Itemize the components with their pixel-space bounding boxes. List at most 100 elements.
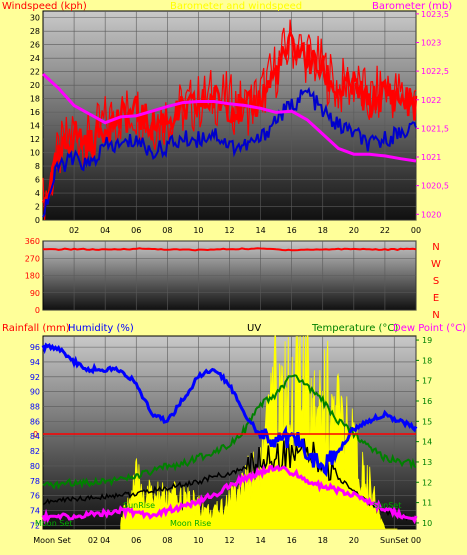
compass-label: S <box>433 276 439 287</box>
windspeed-tick-label: 12 <box>30 135 40 144</box>
compass-label: E <box>433 293 439 304</box>
temperature-tick-label: 11 <box>422 499 432 508</box>
humidity-tick-label: 90 <box>30 388 40 397</box>
humidity-tick-label: 86 <box>30 417 40 426</box>
rain-x-tick-label: 00 <box>411 536 421 545</box>
rain-x-tick-label: 04 <box>100 536 110 545</box>
rain-x-tick-label: 02 <box>88 536 98 545</box>
temperature-tick-label: 10 <box>422 519 432 528</box>
rain-x-tick-label: 14 <box>255 536 265 545</box>
wind-x-tick-label: 10 <box>193 226 203 235</box>
windspeed-tick-label: 30 <box>30 14 40 23</box>
wind-average-line <box>42 86 417 218</box>
barometer-tick-label: 1023,5 <box>421 10 449 19</box>
wind-gust-series <box>41 19 418 221</box>
windspeed-tick-label: 20 <box>30 81 40 90</box>
direction-tick-label: 90 <box>30 289 40 298</box>
rain-x-tick-label: 16 <box>287 536 297 545</box>
humidity-tick-label: 88 <box>30 403 40 412</box>
temperature-tick-label: 18 <box>422 356 432 365</box>
rain-zero-label: 0 <box>33 430 38 439</box>
wind-x-tick-label: 08 <box>162 226 172 235</box>
humidity-tick-label: 78 <box>30 477 40 486</box>
wind-x-tick-label: 18 <box>318 226 328 235</box>
wind-direction-line <box>42 247 417 252</box>
temperature-line <box>42 374 417 490</box>
rain-x-tick-label: 20 <box>349 536 359 545</box>
windspeed-tick-label: 14 <box>30 122 40 131</box>
sun-set-annotation: SunSet <box>373 501 401 510</box>
direction-tick-label: 180 <box>25 272 40 281</box>
humidity-tick-label: 80 <box>30 462 40 471</box>
compass-label: N <box>432 242 439 253</box>
barometer-tick-label: 1020,5 <box>421 182 449 191</box>
barometer-tick-label: 1022 <box>421 96 441 105</box>
temperature-tick-label: 14 <box>422 438 432 447</box>
wind-x-tick-label: 12 <box>224 226 234 235</box>
rainfall-axis-label: Rainfall (mm) <box>2 323 70 334</box>
temperature-tick-label: 12 <box>422 478 432 487</box>
humidity-axis-label: Humidity (%) <box>68 323 134 334</box>
temperature-axis-label: Temperature (°C) <box>311 323 398 334</box>
uv-temperature-line <box>41 464 418 525</box>
barometer-tick-label: 1022,5 <box>421 67 449 76</box>
humidity-tick-label: 74 <box>30 506 40 515</box>
barometer-tick-label: 1023 <box>421 38 441 47</box>
wind-x-tick-label: 16 <box>287 226 297 235</box>
humidity-tick-label: 96 <box>30 343 40 352</box>
dew-point-line <box>42 438 417 521</box>
uv-area <box>120 335 398 530</box>
windspeed-tick-label: 18 <box>30 95 40 104</box>
humidity-tick-label: 76 <box>30 492 40 501</box>
windspeed-tick-label: 10 <box>30 149 40 158</box>
dew-point-axis-label: Dew Point (°C) <box>393 323 466 334</box>
windspeed-tick-label: 6 <box>35 176 40 185</box>
windspeed-tick-label: 28 <box>30 27 40 36</box>
wind-gust-line <box>42 19 417 221</box>
humidity-line <box>41 342 418 478</box>
windspeed-tick-label: 8 <box>35 162 40 171</box>
rain-x-tick-label: 08 <box>162 536 172 545</box>
rain-x-tick-label: 06 <box>131 536 141 545</box>
rain-x-tick-label: 18 <box>318 536 328 545</box>
rain-x-tick-label: Moon Set <box>33 536 70 545</box>
rain-panel-ticks: 72 74 76 78 80 82 84 86 88 90 92 94 96 10 11 12 13 14 15 16… <box>30 336 432 545</box>
rain-x-tick-label: SunSet <box>380 536 408 545</box>
sun-rise-annotation: SunRise <box>123 501 155 510</box>
wind-panel-ticks: 02468101214161820222426283010201020,5102… <box>30 10 449 235</box>
windspeed-tick-label: 2 <box>35 203 40 212</box>
wind-x-tick-label: 04 <box>100 226 110 235</box>
windspeed-tick-label: 22 <box>30 68 40 77</box>
wind-x-tick-label: 22 <box>380 226 390 235</box>
windspeed-tick-label: 26 <box>30 41 40 50</box>
direction-tick-label: 270 <box>25 254 40 263</box>
windspeed-tick-label: 16 <box>30 108 40 117</box>
direction-tick-label: 0 <box>35 306 40 315</box>
barometer-axis-label: Barometer (mb) <box>372 1 452 12</box>
windspeed-tick-label: 4 <box>35 189 40 198</box>
temperature-tick-label: 19 <box>422 336 432 345</box>
moon-rise-annotation: Moon Rise <box>170 519 211 528</box>
humidity-tick-label: 72 <box>30 521 40 530</box>
windspeed-tick-label: 24 <box>30 54 40 63</box>
humidity-tick-label: 84 <box>30 432 40 441</box>
wind-gust-band <box>41 29 418 206</box>
rain-x-tick-label: 10 <box>193 536 203 545</box>
temperature-tick-label: 17 <box>422 377 432 386</box>
wind-center-label: Barometer and windspeed <box>170 1 302 12</box>
direction-tick-label: 360 <box>25 237 40 246</box>
rain-x-tick-label: 12 <box>224 536 234 545</box>
uv-axis-label: UV <box>247 323 261 334</box>
humidity-tick-label: 94 <box>30 358 40 367</box>
moon-set-annotation: Moon Set <box>35 519 72 528</box>
direction-panel-grid <box>43 240 417 311</box>
barometer-tick-label: 1020 <box>421 210 441 219</box>
compass-label: N <box>432 310 439 321</box>
wind-x-tick-label: 06 <box>131 226 141 235</box>
uv-series <box>120 335 398 530</box>
barometer-tick-label: 1021,5 <box>421 124 449 133</box>
temperature-tick-label: 15 <box>422 417 432 426</box>
windspeed-axis-label: Windspeed (kph) <box>2 1 87 12</box>
